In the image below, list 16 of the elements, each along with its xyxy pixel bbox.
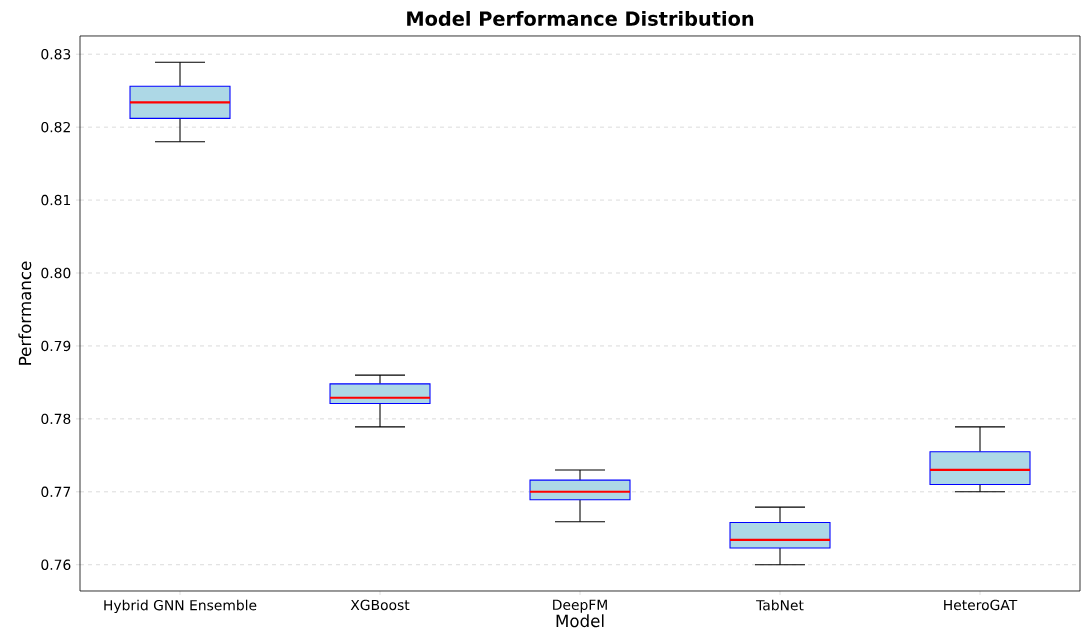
x-tick-label: HeteroGAT xyxy=(944,599,1018,611)
y-tick-label: 0.76 xyxy=(41,559,71,570)
x-tick-label: TabNet xyxy=(756,599,804,611)
x-tick-label: DeepFM xyxy=(553,599,607,613)
y-tick-label: 0.78 xyxy=(41,413,71,425)
y-tick-label: 0.80 xyxy=(41,267,71,279)
y-tick-label: 0.82 xyxy=(41,121,70,133)
y-tick-label: 0.81 xyxy=(41,194,71,206)
x-tick-label: Hybrid GNN Ensemble xyxy=(104,599,257,614)
x-tick-label: XGBoost xyxy=(350,599,410,611)
y-axis-title: Performance xyxy=(18,261,32,365)
chart-title: Model Performance Distribution xyxy=(407,10,754,26)
y-tick-label: 0.83 xyxy=(41,48,71,60)
y-tick-label: 0.77 xyxy=(41,486,71,498)
x-axis-title: Model xyxy=(556,614,604,628)
y-tick-label: 0.79 xyxy=(41,340,71,352)
